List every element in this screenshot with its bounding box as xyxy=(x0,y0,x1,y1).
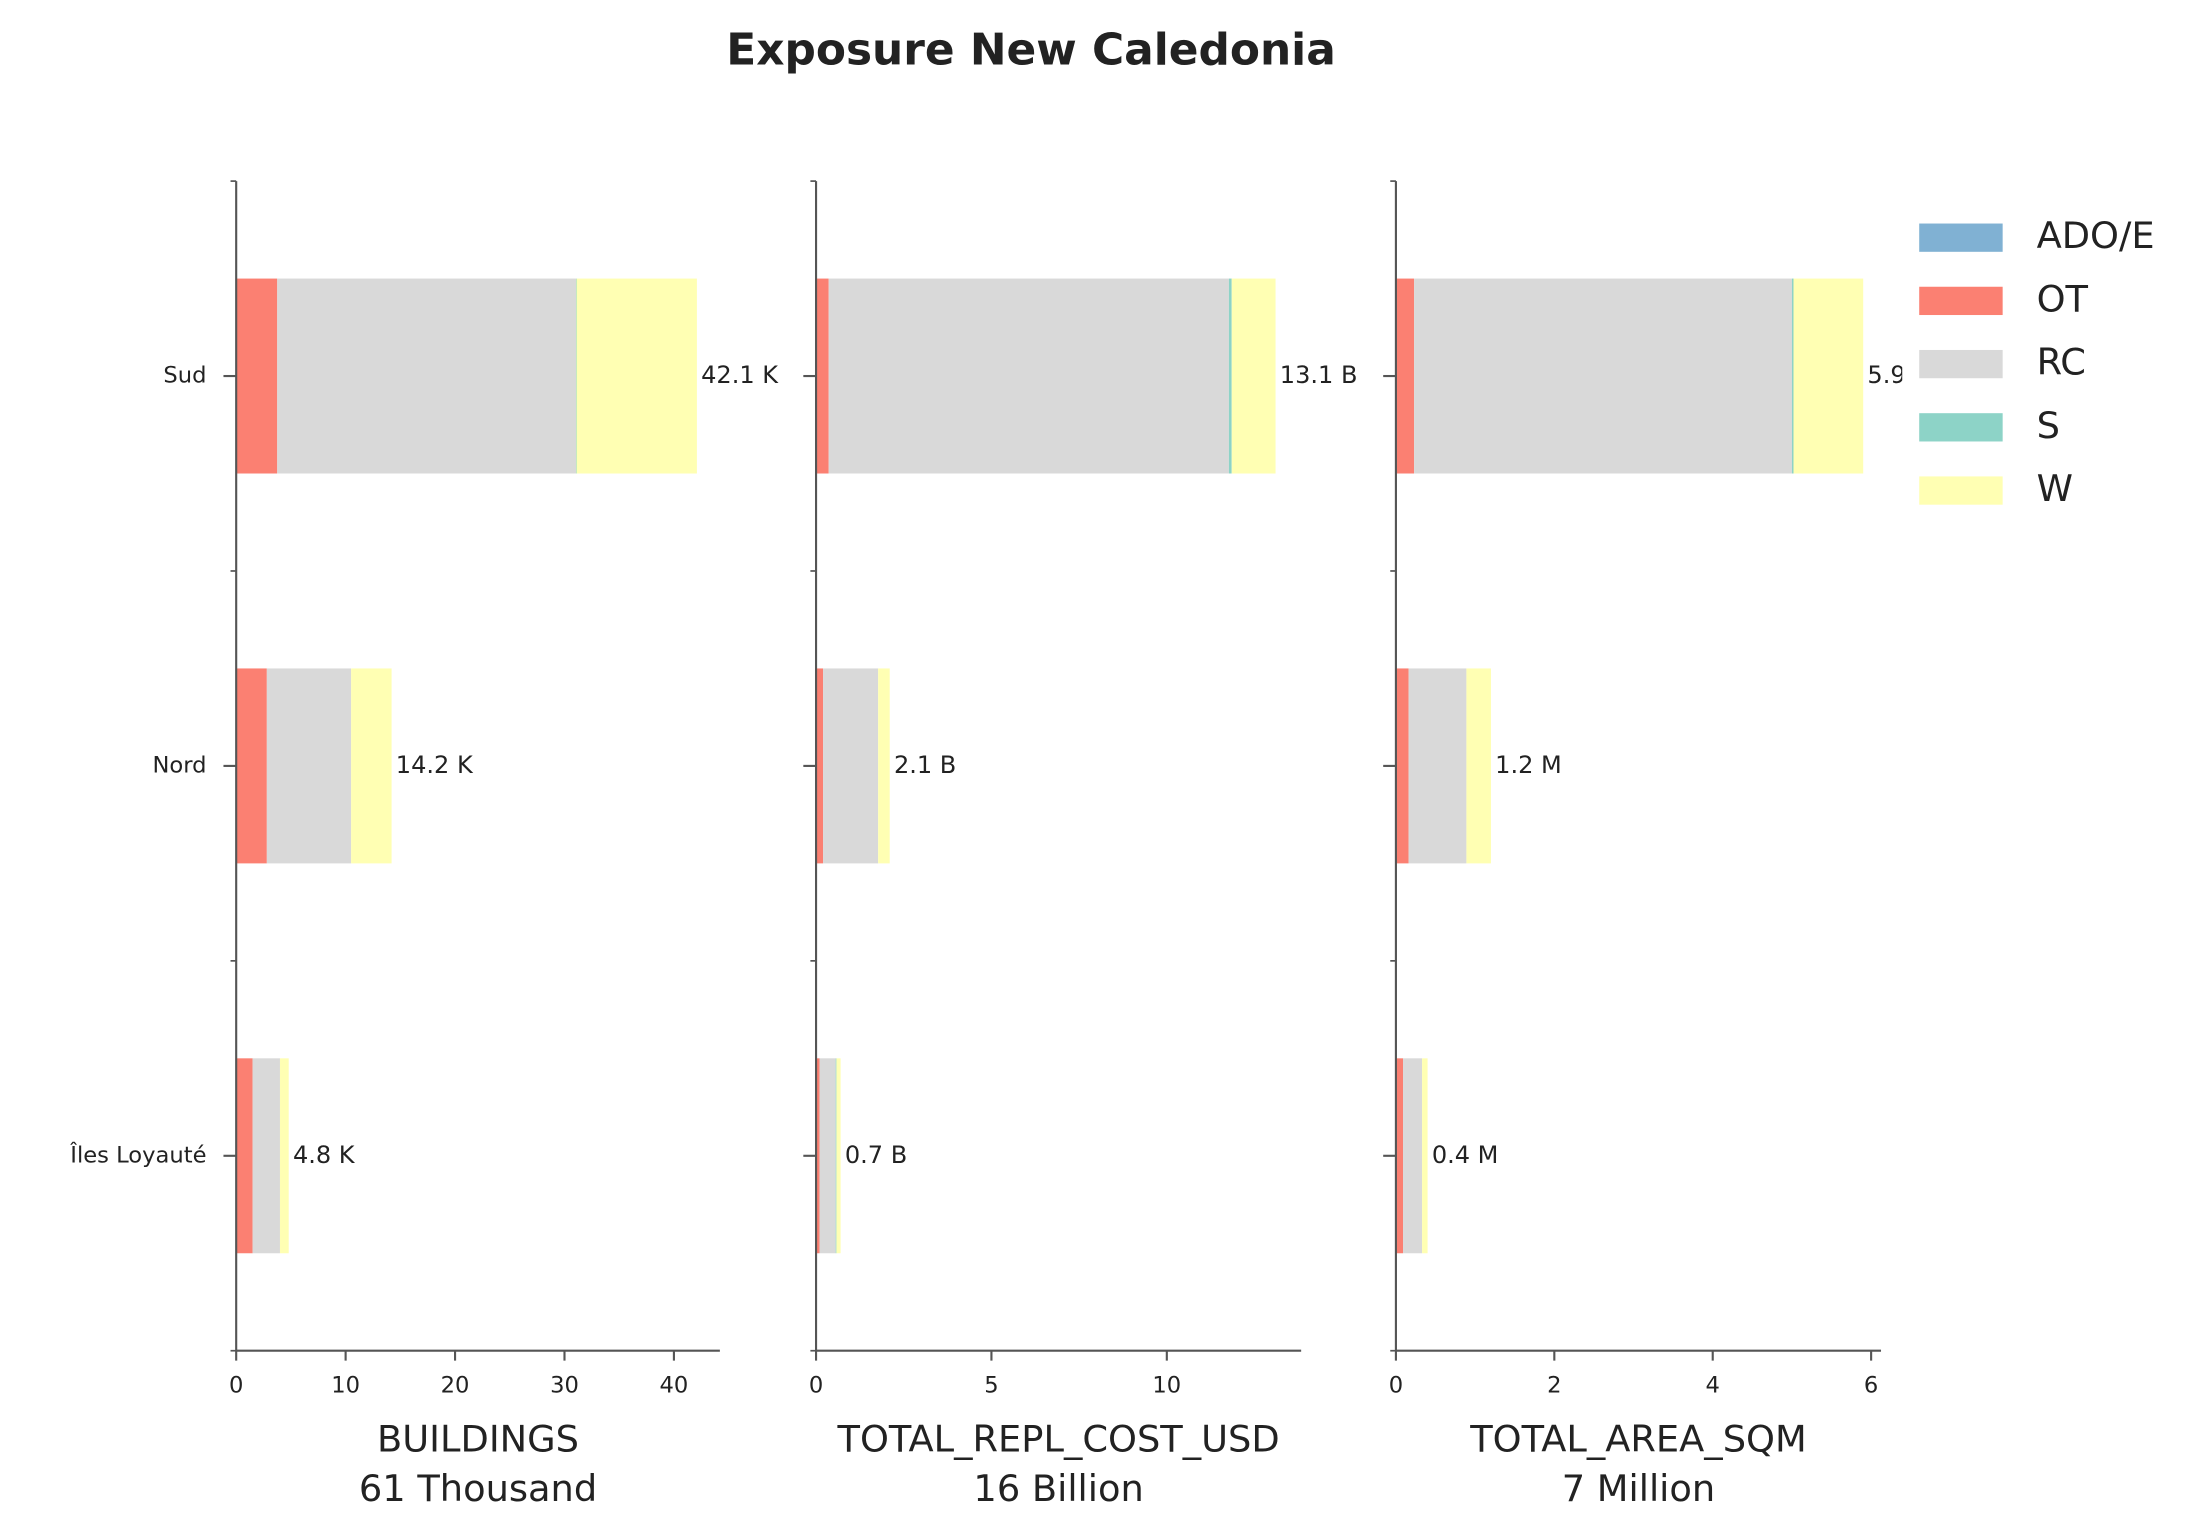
legend-swatch xyxy=(1919,349,2003,379)
x-axis-label: TOTAL_REPL_COST_USD xyxy=(837,1418,1280,1461)
y-tick-label: Sud xyxy=(163,363,206,389)
bar-segment xyxy=(252,1058,280,1254)
value-label: 0.7 B xyxy=(845,1141,907,1169)
x-tick-label: 30 xyxy=(550,1373,579,1399)
value-label: 14.2 K xyxy=(396,751,474,779)
bar-segment xyxy=(266,668,352,864)
bar-segment xyxy=(1403,1058,1423,1254)
x-tick-label: 10 xyxy=(331,1373,360,1399)
bar-segment xyxy=(828,278,1229,474)
bar-segment xyxy=(236,1058,253,1254)
legend-label: S xyxy=(2037,404,2060,447)
bar-segment xyxy=(1791,278,1794,474)
x-tick-label: 40 xyxy=(660,1373,689,1399)
legend-swatch xyxy=(1919,223,2003,252)
bar-segment xyxy=(836,1058,841,1254)
bar-segment xyxy=(823,668,879,864)
bar-segment xyxy=(1228,278,1232,474)
bar-segment xyxy=(816,668,824,864)
x-tick-label: 10 xyxy=(1152,1373,1181,1399)
bar-segment xyxy=(576,278,697,474)
x-axis-sublabel: 61 Thousand xyxy=(359,1467,597,1510)
bar-segment xyxy=(1422,1058,1428,1254)
legend-swatch xyxy=(1919,476,2003,505)
bar-segment xyxy=(878,668,890,864)
y-tick-label: Nord xyxy=(152,752,206,778)
legend-label: OT xyxy=(2037,277,2089,320)
bar-segment xyxy=(575,278,577,474)
legend-label: RC xyxy=(2037,341,2086,384)
bar-segment xyxy=(1408,668,1467,864)
value-label: 4.8 K xyxy=(293,1141,356,1169)
bar-segment xyxy=(816,1058,820,1254)
bar-segment xyxy=(1466,668,1491,864)
x-tick-label: 0 xyxy=(809,1373,823,1399)
bar-segment xyxy=(236,668,267,864)
legend-label: ADO/E xyxy=(2037,214,2155,257)
x-axis-label: TOTAL_AREA_SQM xyxy=(1469,1418,1806,1461)
value-label: 13.1 B xyxy=(1280,361,1358,389)
x-tick-label: 6 xyxy=(1864,1373,1878,1399)
bar-segment xyxy=(1793,278,1864,474)
bar-segment xyxy=(277,278,576,474)
x-tick-label: 0 xyxy=(229,1373,243,1399)
x-tick-label: 2 xyxy=(1547,1373,1561,1399)
y-tick-label: Îles Loyauté xyxy=(69,1140,206,1168)
bar-segment xyxy=(819,1058,836,1254)
x-tick-label: 4 xyxy=(1706,1373,1720,1399)
value-label: 0.4 M xyxy=(1432,1141,1499,1169)
x-tick-label: 20 xyxy=(441,1373,470,1399)
bar-segment xyxy=(351,668,392,864)
x-axis-sublabel: 7 Million xyxy=(1562,1467,1715,1510)
value-label: 2.1 B xyxy=(894,751,956,779)
bar-segment xyxy=(1414,278,1792,474)
value-label: 42.1 K xyxy=(701,361,779,389)
bar-segment xyxy=(1395,668,1409,864)
legend-label: W xyxy=(2037,467,2073,510)
bar-segment xyxy=(1395,1058,1404,1254)
bar-segment xyxy=(236,278,278,474)
bar-segment xyxy=(1231,278,1276,474)
bar-segment xyxy=(835,1058,837,1254)
legend-swatch xyxy=(1919,413,2003,442)
legend-swatch xyxy=(1919,286,2003,316)
x-axis-sublabel: 16 Billion xyxy=(973,1467,1143,1510)
bar-segment xyxy=(1395,278,1415,474)
x-axis-label: BUILDINGS xyxy=(377,1418,579,1461)
x-tick-label: 5 xyxy=(984,1373,998,1399)
value-label: 1.2 M xyxy=(1495,751,1562,779)
x-tick-label: 0 xyxy=(1389,1373,1403,1399)
bar-segment xyxy=(816,278,829,474)
bar-segment xyxy=(279,1058,289,1254)
chart-title: Exposure New Caledonia xyxy=(726,24,1336,75)
